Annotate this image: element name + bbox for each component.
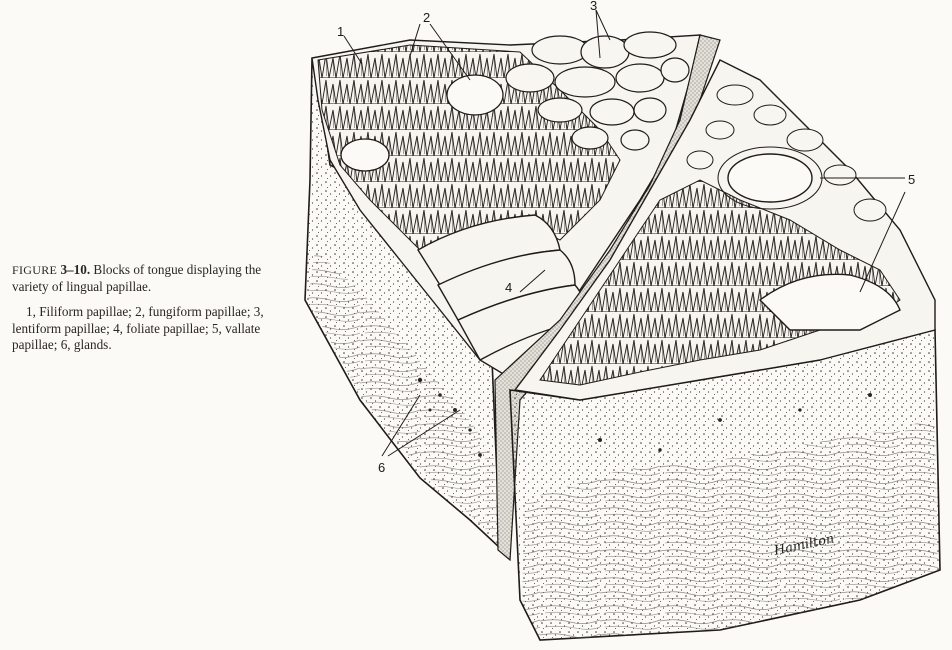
callout-1: 1 xyxy=(337,24,344,39)
leader-5b xyxy=(859,191,906,293)
figure-label: FIGURE xyxy=(12,263,58,277)
callouts: 1 2 3 4 5 6 xyxy=(337,0,915,475)
leader-1 xyxy=(343,35,363,65)
left-block xyxy=(304,31,701,550)
right-block-fibers xyxy=(522,420,938,640)
filiform-papillae-right xyxy=(539,179,901,386)
figure-number: 3–10. xyxy=(60,262,91,277)
glands-left xyxy=(417,377,482,457)
figure-title: FIGURE 3–10. Blocks of tongue displaying… xyxy=(12,262,284,295)
figure-legend: 1, Filiform papillae; 2, fungiform papil… xyxy=(12,304,264,352)
foliate-papillae xyxy=(417,214,587,361)
left-block-fibers xyxy=(308,250,497,540)
callout-leaders xyxy=(343,9,906,457)
callout-2: 2 xyxy=(423,10,430,25)
leader-3b xyxy=(595,9,601,59)
callout-5: 5 xyxy=(908,172,915,187)
lentiform-papillae-right xyxy=(686,84,887,222)
glands-right xyxy=(598,393,872,452)
callout-4: 4 xyxy=(505,280,512,295)
leader-3a xyxy=(595,9,611,41)
leader-2 xyxy=(429,23,471,81)
fungiform-papillae xyxy=(340,74,504,172)
right-block xyxy=(509,59,941,641)
figure-title-text: Blocks of tongue displaying the variety … xyxy=(12,262,262,294)
leader-6b xyxy=(387,409,461,457)
figure-caption: FIGURE 3–10. Blocks of tongue displaying… xyxy=(12,262,284,354)
callout-6: 6 xyxy=(378,460,385,475)
leader-4 xyxy=(519,269,546,293)
vallate-papillae xyxy=(717,146,901,331)
leader-2b xyxy=(409,23,421,57)
lentiform-papillae xyxy=(505,31,690,151)
callout-3: 3 xyxy=(590,0,597,13)
leader-6a xyxy=(381,394,421,457)
